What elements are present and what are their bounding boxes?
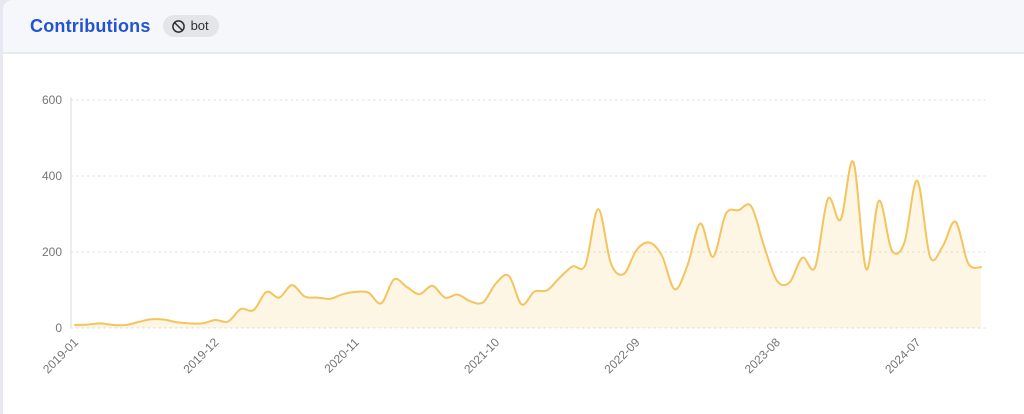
contributions-card-header: Contributions bot [3, 0, 1024, 54]
page-title: Contributions [30, 15, 151, 36]
ban-icon [171, 19, 186, 34]
bot-filter-badge[interactable]: bot [162, 15, 219, 37]
badge-label: bot [190, 18, 209, 33]
contributions-card: Contributions bot [3, 0, 1024, 414]
